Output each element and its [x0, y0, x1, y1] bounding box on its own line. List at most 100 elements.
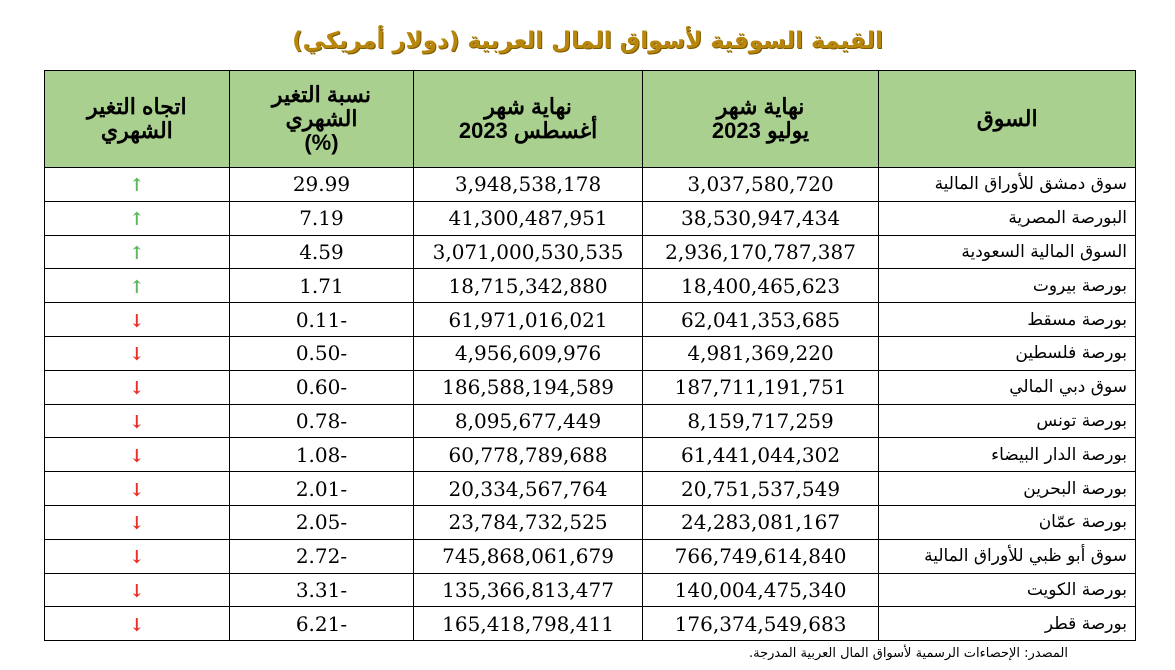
table-row: بورصة البحرين 20,751,537,549 20,334,567,76… — [44, 471, 1136, 506]
direction-cell: ↓ — [44, 437, 230, 473]
table-row: بورصة الدار البيضاء 61,441,044,302 60,778,… — [44, 437, 1136, 473]
july-value: 4,981,369,220 — [641, 335, 880, 371]
direction-cell: ↑ — [44, 268, 230, 304]
august-value: 20,334,567,764 — [413, 471, 643, 506]
source-note: المصدر: الإحصاءات الرسمية لأسواق المال ا… — [748, 646, 1068, 661]
pct-change: 4.59 — [228, 234, 415, 270]
market-cell: السوق المالية السعودية — [878, 234, 1136, 270]
direction-cell: ↓ — [44, 606, 230, 642]
market-cell: بورصة تونس — [878, 403, 1136, 439]
header-row: السوق نهاية شهر يوليو 2023 نهاية شهر أغس… — [44, 70, 1136, 168]
table-title: القيمة السوقية لأسواق المال العربية (دول… — [292, 28, 883, 54]
pct-change: -2.72 — [228, 538, 415, 574]
arrow-down-icon: ↓ — [129, 580, 145, 602]
direction-cell: ↑ — [44, 234, 230, 270]
market-cell: بورصة البحرين — [878, 471, 1136, 506]
market-cell: بورصة الكويت — [878, 572, 1136, 608]
market-cell: البورصة المصرية — [878, 200, 1136, 236]
august-value: 23,784,732,525 — [413, 504, 643, 540]
table-row: البورصة المصرية 38,530,947,434 41,300,487,… — [44, 200, 1136, 236]
july-value: 61,441,044,302 — [641, 437, 880, 473]
direction-cell: ↓ — [44, 572, 230, 608]
direction-cell: ↓ — [44, 302, 230, 337]
arrow-down-icon: ↓ — [129, 310, 145, 332]
arrow-up-icon: ↑ — [129, 276, 145, 298]
direction-cell: ↑ — [44, 167, 230, 202]
market-cell: سوق دبي المالي — [878, 369, 1136, 405]
header-direction: اتجاه التغير الشهري — [44, 70, 230, 168]
arrow-up-icon: ↑ — [129, 175, 145, 197]
july-value: 3,037,580,720 — [641, 167, 880, 202]
pct-change: -0.11 — [228, 302, 415, 337]
july-value: 8,159,717,259 — [641, 403, 880, 439]
arrow-down-icon: ↓ — [129, 614, 145, 636]
arrow-up-icon: ↑ — [129, 242, 145, 264]
market-cell: سوق دمشق للأوراق المالية — [878, 167, 1136, 202]
direction-cell: ↓ — [44, 471, 230, 506]
market-cell: بورصة فلسطين — [878, 335, 1136, 371]
pct-change: 7.19 — [228, 200, 415, 236]
pct-change: -1.08 — [228, 437, 415, 473]
arrow-up-icon: ↑ — [129, 209, 145, 231]
direction-cell: ↓ — [44, 335, 230, 371]
pct-change: -0.60 — [228, 369, 415, 405]
august-value: 186,588,194,589 — [413, 369, 643, 405]
direction-cell: ↓ — [44, 538, 230, 574]
header-july: نهاية شهر يوليو 2023 — [641, 70, 880, 168]
august-value: 18,715,342,880 — [413, 268, 643, 304]
direction-cell: ↓ — [44, 403, 230, 439]
july-value: 20,751,537,549 — [641, 471, 880, 506]
august-value: 3,071,000,530,535 — [413, 234, 643, 270]
header-market: السوق — [878, 70, 1136, 168]
july-value: 187,711,191,751 — [641, 369, 880, 405]
table-row: بورصة قطر 176,374,549,683 165,418,798,411-… — [44, 606, 1136, 642]
pct-change: -3.31 — [228, 572, 415, 608]
header-pct-change: نسبة التغير الشهري (%) — [228, 70, 415, 168]
direction-cell: ↑ — [44, 200, 230, 236]
august-value: 41,300,487,951 — [413, 200, 643, 236]
table-row: بورصة الكويت 140,004,475,340 135,366,813,4… — [44, 572, 1136, 608]
arrow-down-icon: ↓ — [129, 344, 145, 366]
august-value: 60,778,789,688 — [413, 437, 643, 473]
market-cell: بورصة عمّان — [878, 504, 1136, 540]
pct-change: 29.99 — [228, 167, 415, 202]
august-value: 61,971,016,021 — [413, 302, 643, 337]
pct-change: -6.21 — [228, 606, 415, 642]
table-row: بورصة مسقط 62,041,353,685 61,971,016,021 -0… — [44, 302, 1136, 337]
arrow-down-icon: ↓ — [129, 479, 145, 501]
table-row: بورصة بيروت 18,400,465,623 18,715,342,880 1… — [44, 268, 1136, 304]
table-row: بورصة فلسطين 4,981,369,220 4,956,609,976 -0… — [44, 335, 1136, 371]
direction-cell: ↓ — [44, 369, 230, 405]
market-cell: بورصة قطر — [878, 606, 1136, 642]
arrow-down-icon: ↓ — [129, 378, 145, 400]
august-value: 745,868,061,679 — [413, 538, 643, 574]
market-cell: سوق أبو ظبي للأوراق المالية — [878, 538, 1136, 574]
arrow-down-icon: ↓ — [129, 445, 145, 467]
july-value: 2,936,170,787,387 — [641, 234, 880, 270]
august-value: 165,418,798,411 — [413, 606, 643, 642]
market-cell: بورصة الدار البيضاء — [878, 437, 1136, 473]
pct-change: -0.50 — [228, 335, 415, 371]
july-value: 62,041,353,685 — [641, 302, 880, 337]
august-value: 4,956,609,976 — [413, 335, 643, 371]
july-value: 24,283,081,167 — [641, 504, 880, 540]
market-cap-table: السوق نهاية شهر يوليو 2023 نهاية شهر أغس… — [44, 70, 1136, 642]
table-row: سوق دمشق للأوراق المالية 3,037,580,720 3,9… — [44, 167, 1136, 202]
august-value: 8,095,677,449 — [413, 403, 643, 439]
table-row: بورصة تونس 8,159,717,259 8,095,677,449 -0.7… — [44, 403, 1136, 439]
arrow-down-icon: ↓ — [129, 513, 145, 535]
july-value: 140,004,475,340 — [641, 572, 880, 608]
august-value: 135,366,813,477 — [413, 572, 643, 608]
pct-change: -0.78 — [228, 403, 415, 439]
table-row: بورصة عمّان 24,283,081,167 23,784,732,525-… — [44, 504, 1136, 540]
pct-change: -2.01 — [228, 471, 415, 506]
pct-change: -2.05 — [228, 504, 415, 540]
pct-change: 1.71 — [228, 268, 415, 304]
market-cell: بورصة بيروت — [878, 268, 1136, 304]
market-cell: بورصة مسقط — [878, 302, 1136, 337]
august-value: 3,948,538,178 — [413, 167, 643, 202]
direction-cell: ↓ — [44, 504, 230, 540]
header-august: نهاية شهر أغسطس 2023 — [413, 70, 643, 168]
table-row: سوق دبي المالي 187,711,191,751 186,588,194… — [44, 369, 1136, 405]
arrow-down-icon: ↓ — [129, 547, 145, 569]
